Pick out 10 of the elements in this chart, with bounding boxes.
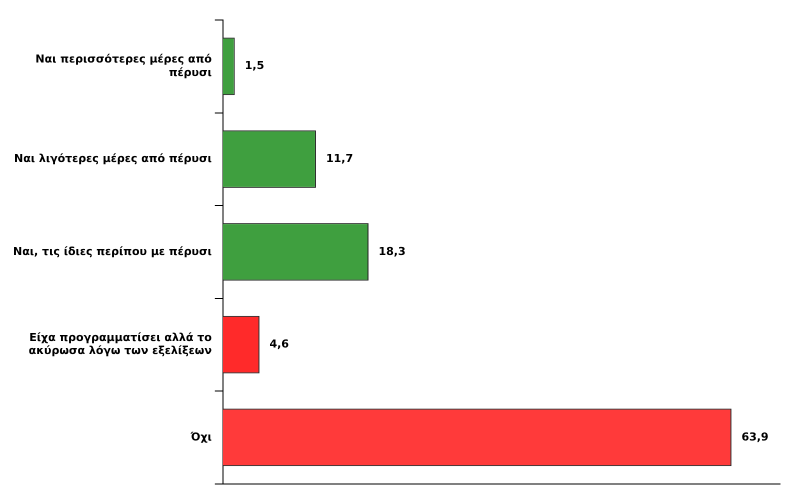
y-tick-label: Ναι, τις ίδιες περίπου με πέρυσι — [13, 244, 212, 258]
data-label: 1,5 — [244, 59, 264, 72]
y-tick-label: Όχι — [190, 430, 212, 444]
y-tick-label: Ναι περισσότερες μέρες από πέρυσι — [35, 52, 212, 79]
y-tick-label: Ναι λιγότερες μέρες από πέρυσι — [14, 152, 212, 165]
data-label: 4,6 — [269, 338, 290, 351]
data-label: 18,3 — [378, 244, 406, 258]
data-label: 63,9 — [741, 430, 769, 444]
y-tick-label: Είχα προγραμματίσει αλλά το ακύρωσα λόγω των εξελίξεων — [28, 330, 212, 358]
data-label: 11,7 — [326, 152, 354, 165]
